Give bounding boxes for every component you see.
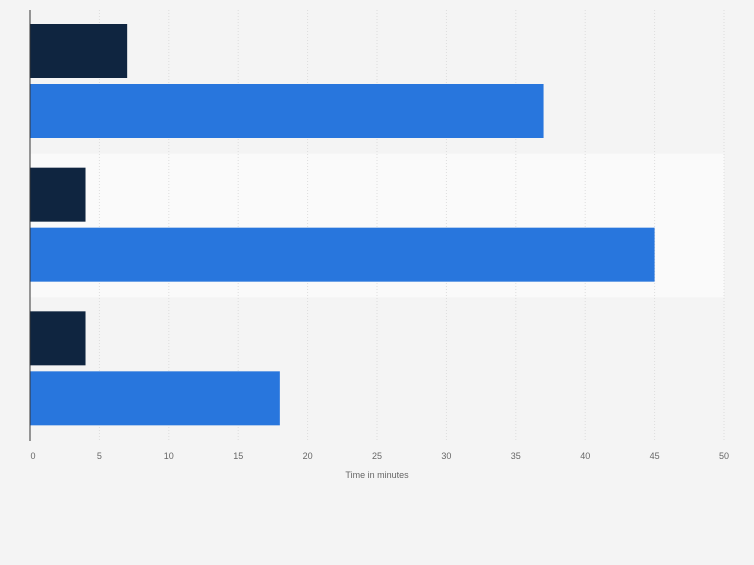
bar-series-2-2: [30, 227, 655, 282]
bar-series-2-1: [30, 84, 544, 138]
x-axis-label: Time in minutes: [345, 470, 409, 480]
x-tick-label: 20: [303, 451, 313, 461]
x-tick-label: 45: [650, 451, 660, 461]
bars: [30, 24, 655, 426]
x-tick-label: 25: [372, 451, 382, 461]
bar-series-1-2: [30, 167, 86, 222]
bar-series-1-1: [30, 24, 128, 78]
x-tick-label: 5: [97, 451, 102, 461]
x-tick-label: 50: [719, 451, 729, 461]
x-tick-labels: 0 5 10 15 20 25 30 35 40 45 50: [30, 451, 729, 461]
x-tick-label: 40: [580, 451, 590, 461]
bar-series-2-3: [30, 371, 280, 426]
x-tick-label: 10: [164, 451, 174, 461]
x-tick-label: 35: [511, 451, 521, 461]
x-tick-label: 30: [441, 451, 451, 461]
x-tick-label: 15: [233, 451, 243, 461]
x-tick-label: 0: [30, 451, 35, 461]
bar-series-1-3: [30, 311, 86, 366]
